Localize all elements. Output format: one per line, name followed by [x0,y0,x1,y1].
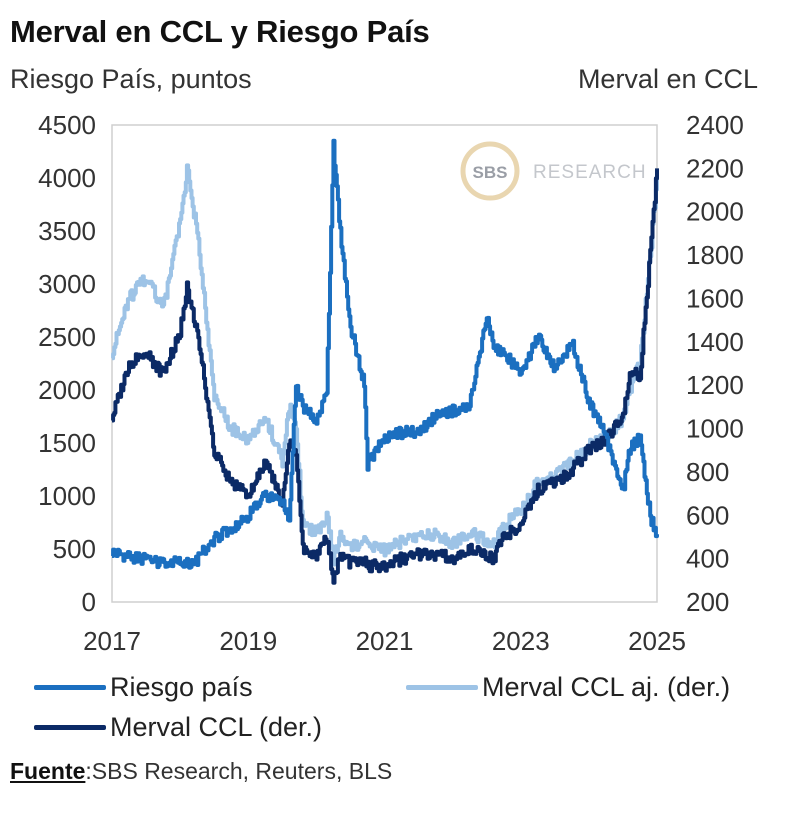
legend-item-riesgo-pais[interactable]: Riesgo país [34,672,253,703]
right-tick-label: 2400 [686,110,744,140]
left-tick-label: 1000 [38,481,96,511]
source-note: Fuente:SBS Research, Reuters, BLS [10,758,392,785]
watermark-logo: SBS RESEARCH [460,141,647,201]
right-tick-label: 800 [686,457,729,487]
left-axis-ticks: 0 500 1000 1500 2000 2500 3000 3500 4000 4500 [38,110,96,617]
right-tick-label: 2000 [686,197,744,227]
x-tick-label: 2021 [356,626,414,656]
x-tick-label: 2023 [492,626,550,656]
series-line-riesgo-pa-s [111,138,659,570]
right-tick-label: 1600 [686,283,744,313]
legend-swatch-merval-ccl-aj [406,685,478,690]
right-axis-label: Merval en CCL [577,64,758,94]
source-text: :SBS Research, Reuters, BLS [85,758,393,784]
watermark-badge: SBS [473,163,508,182]
source-label: Fuente [10,758,86,784]
legend-item-merval-ccl[interactable]: Merval CCL (der.) [34,712,322,743]
legend-item-merval-ccl-aj[interactable]: Merval CCL aj. (der.) [406,672,730,703]
left-tick-label: 3500 [38,216,96,246]
watermark-ring [460,141,520,201]
watermark-text: RESEARCH [533,162,647,183]
right-tick-label: 1800 [686,240,744,270]
right-tick-label: 1400 [686,327,744,357]
right-tick-label: 1000 [686,414,744,444]
right-tick-label: 1200 [686,370,744,400]
legend-swatch-riesgo-pais [34,685,106,690]
series-line-merval-ccl-aj-der [111,163,659,567]
x-tick-label: 2017 [83,626,141,656]
legend-label-riesgo-pais: Riesgo país [110,672,253,702]
legend-label-merval-ccl: Merval CCL (der.) [110,712,323,742]
right-tick-label: 2200 [686,153,744,183]
x-tick-label: 2019 [219,626,277,656]
right-axis-ticks: 200 400 600 800 1000 1200 1400 1600 1800 2000 2200… [686,110,744,617]
left-tick-label: 0 [82,587,96,617]
left-tick-label: 4500 [38,110,96,140]
right-tick-label: 600 [686,500,729,530]
left-tick-label: 2000 [38,375,96,405]
series-line-merval-ccl-der [111,168,659,585]
left-tick-label: 2500 [38,322,96,352]
chart-svg: SBS RESEARCH 0 500 1000 1500 2000 2500 3000 350… [38,110,744,656]
x-tick-label: 2025 [628,626,686,656]
x-axis-ticks: 2017 2019 2021 2023 2025 [83,626,686,656]
left-tick-label: 4000 [38,163,96,193]
left-tick-label: 1500 [38,428,96,458]
right-tick-label: 400 [686,544,729,574]
left-tick-label: 500 [53,534,96,564]
legend-swatch-merval-ccl [34,725,106,730]
legend-label-merval-ccl-aj: Merval CCL aj. (der.) [482,672,731,702]
right-tick-label: 200 [686,587,729,617]
left-axis-label: Riesgo País, puntos [10,64,252,94]
chart-title: Merval en CCL y Riesgo País [10,14,430,49]
series-lines [111,138,659,585]
left-tick-label: 3000 [38,269,96,299]
